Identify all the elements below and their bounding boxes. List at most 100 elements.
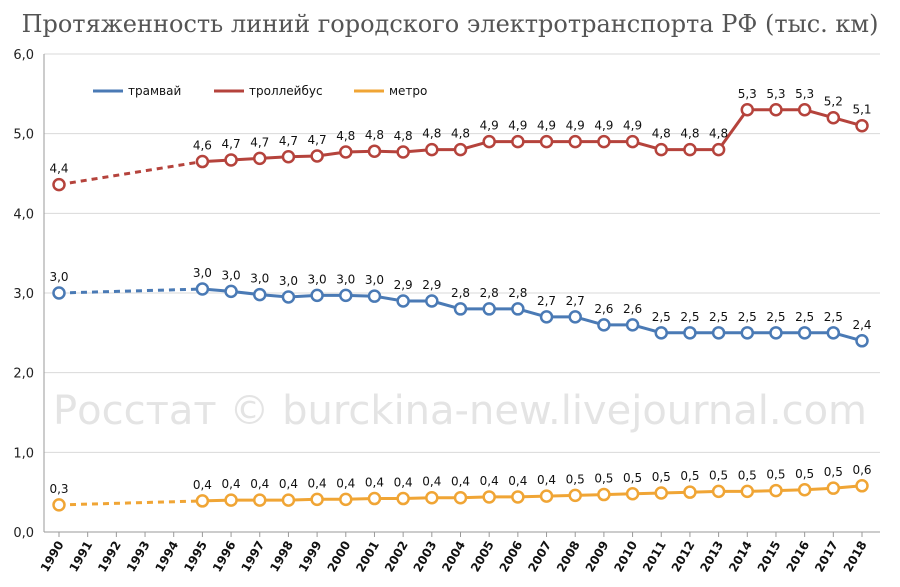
data-point [52, 177, 66, 192]
data-point [625, 487, 640, 501]
data-label: 3,0 [49, 270, 68, 284]
x-tick-label: 2001 [353, 539, 382, 575]
data-label: 3,0 [193, 266, 212, 280]
data-label: 0,5 [566, 472, 585, 486]
data-label: 2,5 [824, 310, 843, 324]
data-point [453, 490, 468, 505]
data-label: 0,4 [222, 477, 241, 491]
data-label: 4,7 [279, 134, 298, 148]
y-tick-label: 1,0 [13, 446, 34, 461]
data-point [310, 492, 324, 507]
data-point [425, 294, 439, 308]
data-label: 0,4 [480, 474, 499, 488]
legend-item: трамвай [93, 84, 181, 98]
data-label: 4,8 [422, 127, 441, 141]
series-троллейбус: 4,4 4,6 4,7 4,7 4,7 4,7 4,8 4,8 4,8 4,8 4,8 4,9 4,9 4… [49, 87, 872, 192]
y-tick-label: 2,0 [13, 367, 34, 382]
legend: трамвай троллейбус метро [93, 84, 427, 98]
data-point [539, 134, 554, 149]
data-label: 4,9 [623, 119, 642, 133]
data-point [482, 490, 496, 504]
data-label: 0,6 [852, 463, 871, 477]
data-label: 4,8 [652, 127, 671, 141]
x-tick-label: 2012 [669, 539, 698, 575]
data-point [195, 494, 210, 508]
x-tick-label: 2006 [497, 539, 526, 575]
data-point [568, 488, 582, 503]
data-label: 2,5 [795, 310, 814, 324]
series-line [202, 108, 863, 164]
series-gap-dashed-line [58, 287, 203, 295]
data-point [539, 310, 554, 324]
data-label: 3,0 [365, 273, 384, 287]
y-tick-label: 6,0 [13, 48, 34, 63]
data-label: 0,5 [824, 465, 843, 479]
data-label: 2,7 [537, 294, 556, 308]
data-label: 4,8 [451, 127, 470, 141]
data-label: 3,0 [279, 274, 298, 288]
x-tick-label: 2007 [525, 539, 554, 575]
data-point [683, 485, 697, 499]
data-label: 4,8 [336, 129, 355, 143]
x-tick-label: 2014 [726, 539, 755, 575]
data-point [224, 493, 238, 507]
data-label: 0,5 [652, 470, 671, 484]
data-label: 0,4 [508, 474, 527, 488]
data-label: 0,5 [709, 468, 728, 482]
data-point [195, 154, 210, 169]
data-label: 0,5 [738, 468, 757, 482]
data-label: 0,4 [365, 476, 384, 490]
data-point [253, 493, 267, 507]
series-group: 3,0 3,0 3,0 3,0 3,0 3,0 3,0 3,0 2,9 2,9 2,8 2,8 2,8 2… [49, 87, 872, 512]
x-tick-label: 2004 [439, 539, 468, 575]
x-tick-label: 2013 [697, 539, 726, 575]
data-label: 0,5 [795, 467, 814, 481]
data-label: 5,3 [795, 87, 814, 101]
data-label: 4,6 [193, 139, 212, 153]
data-point [654, 142, 668, 157]
data-point [310, 288, 324, 303]
data-point [224, 284, 238, 299]
data-label: 0,4 [336, 476, 355, 490]
x-tick-label: 1996 [210, 539, 239, 575]
data-point [711, 484, 726, 499]
y-tick-label: 4,0 [13, 207, 34, 222]
data-point [281, 150, 296, 164]
y-tick-label: 5,0 [13, 128, 34, 143]
data-label: 5,1 [852, 103, 871, 117]
series-gap-dashed-line [58, 160, 203, 187]
data-point [339, 145, 353, 159]
data-point [597, 318, 611, 332]
data-label: 0,4 [422, 475, 441, 489]
data-point [482, 302, 496, 316]
data-point [683, 142, 697, 157]
series-метро: 0,3 0,4 0,4 0,4 0,4 0,4 0,4 0,4 0,4 0,4 0,4 0,4 0,4 0… [49, 463, 872, 512]
data-label: 4,8 [709, 127, 728, 141]
data-label: 2,9 [422, 278, 441, 292]
data-point [597, 487, 611, 502]
data-label: 2,9 [394, 278, 413, 292]
data-point [769, 103, 783, 117]
data-label: 2,6 [594, 302, 613, 316]
data-label: 4,8 [680, 127, 699, 141]
data-point [539, 489, 554, 503]
data-label: 4,8 [394, 129, 413, 143]
data-label: 5,2 [824, 95, 843, 109]
data-point [568, 310, 582, 324]
x-tick-label: 1999 [296, 539, 325, 575]
data-point [482, 134, 496, 149]
data-point [769, 326, 783, 340]
chart-title: Протяженность линий городского электротр… [21, 10, 879, 38]
series-line [202, 484, 863, 503]
data-point [797, 103, 812, 117]
data-point [367, 289, 382, 303]
x-tick-label: 2016 [783, 539, 812, 575]
data-label: 3,0 [250, 272, 269, 286]
data-point [625, 318, 640, 332]
data-point [339, 288, 353, 303]
data-label: 0,4 [250, 477, 269, 491]
data-label: 4,7 [308, 133, 327, 147]
data-point [797, 483, 812, 497]
data-point [511, 134, 525, 149]
data-label: 2,8 [480, 286, 499, 300]
